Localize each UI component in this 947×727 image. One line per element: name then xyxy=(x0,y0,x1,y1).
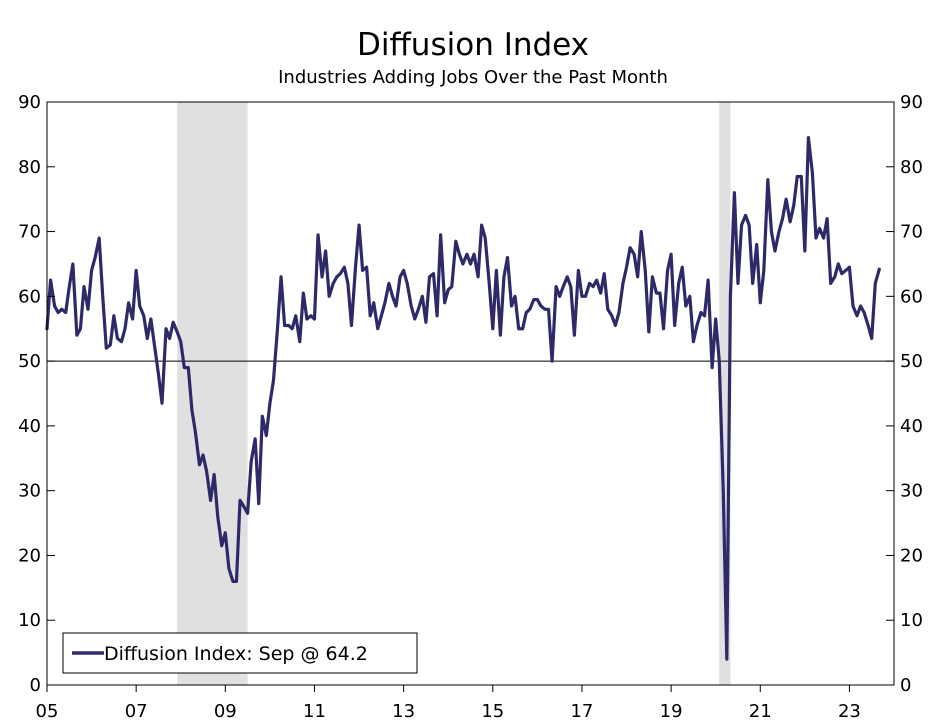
y-tick-label-left: 80 xyxy=(18,157,41,178)
x-tick-label: 09 xyxy=(214,701,237,722)
y-tick-label-right: 20 xyxy=(900,545,923,566)
y-tick-label-right: 90 xyxy=(900,92,923,113)
y-tick-label-left: 0 xyxy=(30,675,41,696)
x-tick-label: 11 xyxy=(303,701,326,722)
chart-title: Diffusion Index xyxy=(357,27,589,63)
x-tick-label: 23 xyxy=(838,701,861,722)
x-tick-label: 17 xyxy=(570,701,593,722)
x-tick-label: 21 xyxy=(749,701,772,722)
y-tick-label-left: 40 xyxy=(18,416,41,437)
y-tick-label-right: 10 xyxy=(900,610,923,631)
chart-subtitle: Industries Adding Jobs Over the Past Mon… xyxy=(278,67,668,88)
y-tick-label-right: 70 xyxy=(900,222,923,243)
axis-ticks: 0 0 10 10 20 20 30 30 40 40 50 50 60 60 70 70 80 80 90 90 05… xyxy=(18,92,923,722)
legend-label: Diffusion Index: Sep @ 64.2 xyxy=(104,643,368,665)
y-tick-label-right: 0 xyxy=(900,675,911,696)
y-tick-label-right: 50 xyxy=(900,351,923,372)
y-tick-label-left: 60 xyxy=(18,286,41,307)
x-tick-label: 15 xyxy=(481,701,504,722)
plot-frame xyxy=(46,101,895,686)
recession-band-1 xyxy=(177,102,248,685)
legend: Diffusion Index: Sep @ 64.2 xyxy=(62,632,418,674)
x-tick-label: 19 xyxy=(660,701,683,722)
y-tick-label-left: 70 xyxy=(18,222,41,243)
legend-box xyxy=(62,632,418,674)
y-tick-label-left: 30 xyxy=(18,481,41,502)
x-tick-label: 07 xyxy=(125,701,148,722)
y-tick-label-left: 10 xyxy=(18,610,41,631)
y-tick-label-right: 80 xyxy=(900,157,923,178)
recession-shading xyxy=(177,102,731,685)
recession-band-2 xyxy=(719,102,731,685)
y-tick-label-left: 50 xyxy=(18,351,41,372)
x-tick-label: 05 xyxy=(36,701,59,722)
series-layer xyxy=(45,136,881,661)
series-line-diffusion-index xyxy=(45,136,881,661)
y-tick-label-right: 30 xyxy=(900,481,923,502)
y-tick-label-left: 90 xyxy=(18,92,41,113)
y-tick-label-right: 40 xyxy=(900,416,923,437)
x-tick-label: 13 xyxy=(392,701,415,722)
y-tick-label-left: 20 xyxy=(18,545,41,566)
y-tick-label-right: 60 xyxy=(900,286,923,307)
